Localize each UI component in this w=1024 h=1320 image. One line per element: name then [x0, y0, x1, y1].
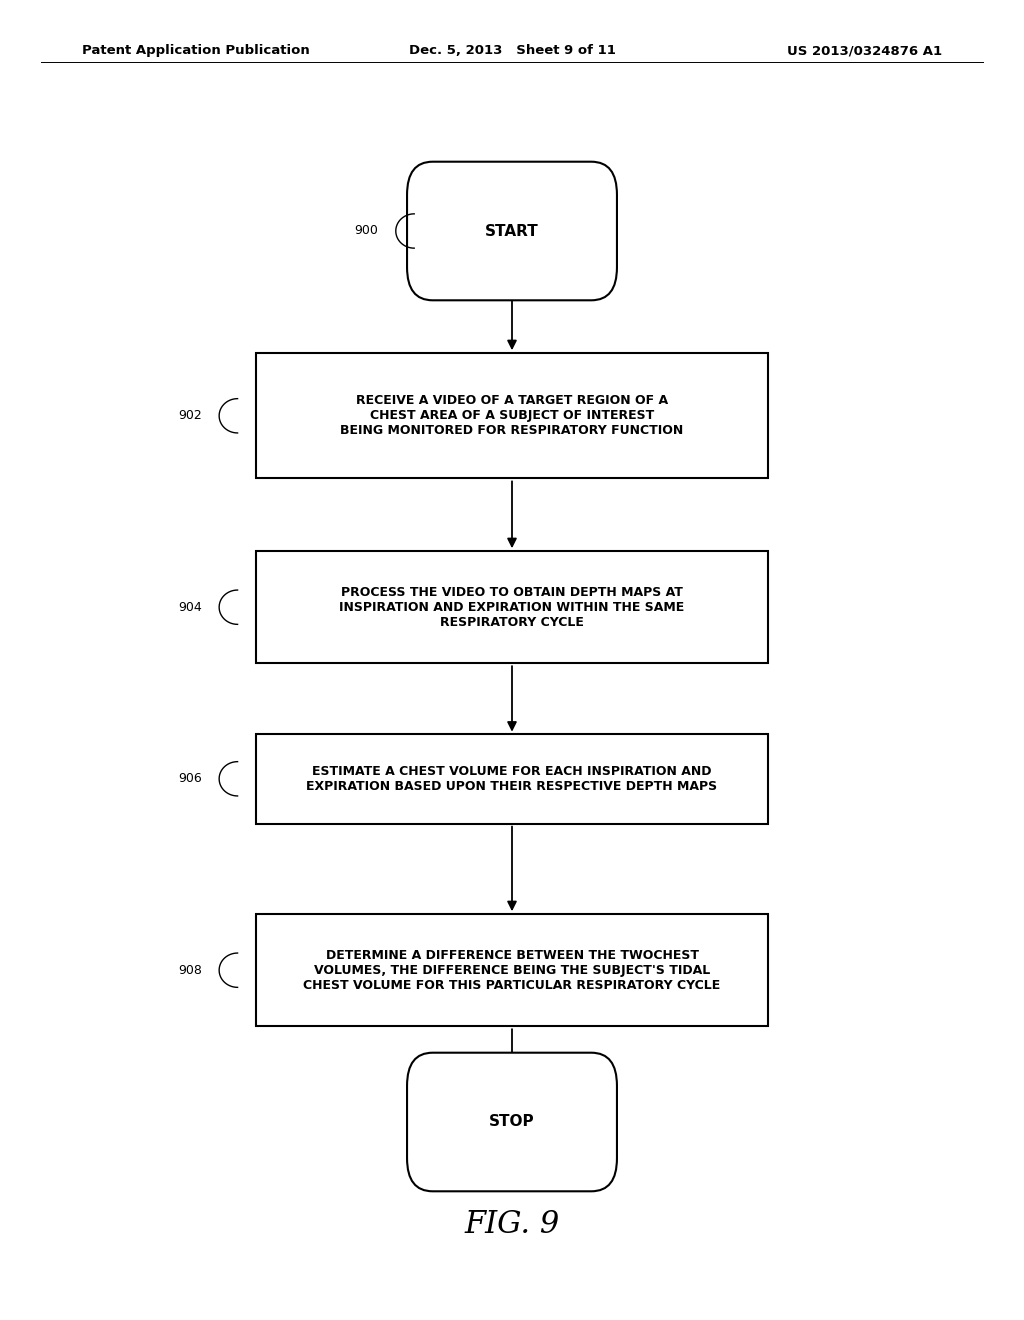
Text: ESTIMATE A CHEST VOLUME FOR EACH INSPIRATION AND
EXPIRATION BASED UPON THEIR RES: ESTIMATE A CHEST VOLUME FOR EACH INSPIRA… [306, 764, 718, 793]
Text: FIG. 9: FIG. 9 [464, 1209, 560, 1241]
Bar [256, 352, 768, 478]
Text: DETERMINE A DIFFERENCE BETWEEN THE TWOCHEST
VOLUMES, THE DIFFERENCE BEING THE SU: DETERMINE A DIFFERENCE BETWEEN THE TWOCH… [303, 949, 721, 991]
Text: Dec. 5, 2013   Sheet 9 of 11: Dec. 5, 2013 Sheet 9 of 11 [409, 45, 615, 57]
Bar [256, 552, 768, 663]
FancyBboxPatch shape [407, 162, 616, 301]
FancyBboxPatch shape [407, 1053, 616, 1191]
Text: 902: 902 [178, 409, 202, 422]
Text: PROCESS THE VIDEO TO OBTAIN DEPTH MAPS AT
INSPIRATION AND EXPIRATION WITHIN THE : PROCESS THE VIDEO TO OBTAIN DEPTH MAPS A… [339, 586, 685, 628]
Text: 908: 908 [178, 964, 202, 977]
Text: RECEIVE A VIDEO OF A TARGET REGION OF A
CHEST AREA OF A SUBJECT OF INTEREST
BEIN: RECEIVE A VIDEO OF A TARGET REGION OF A … [340, 395, 684, 437]
Bar [256, 734, 768, 824]
Text: Patent Application Publication: Patent Application Publication [82, 45, 309, 57]
Text: 900: 900 [354, 224, 379, 238]
Text: 904: 904 [178, 601, 202, 614]
Text: START: START [485, 223, 539, 239]
Text: 906: 906 [178, 772, 202, 785]
Bar [256, 913, 768, 1027]
Text: STOP: STOP [489, 1114, 535, 1130]
Text: US 2013/0324876 A1: US 2013/0324876 A1 [787, 45, 942, 57]
